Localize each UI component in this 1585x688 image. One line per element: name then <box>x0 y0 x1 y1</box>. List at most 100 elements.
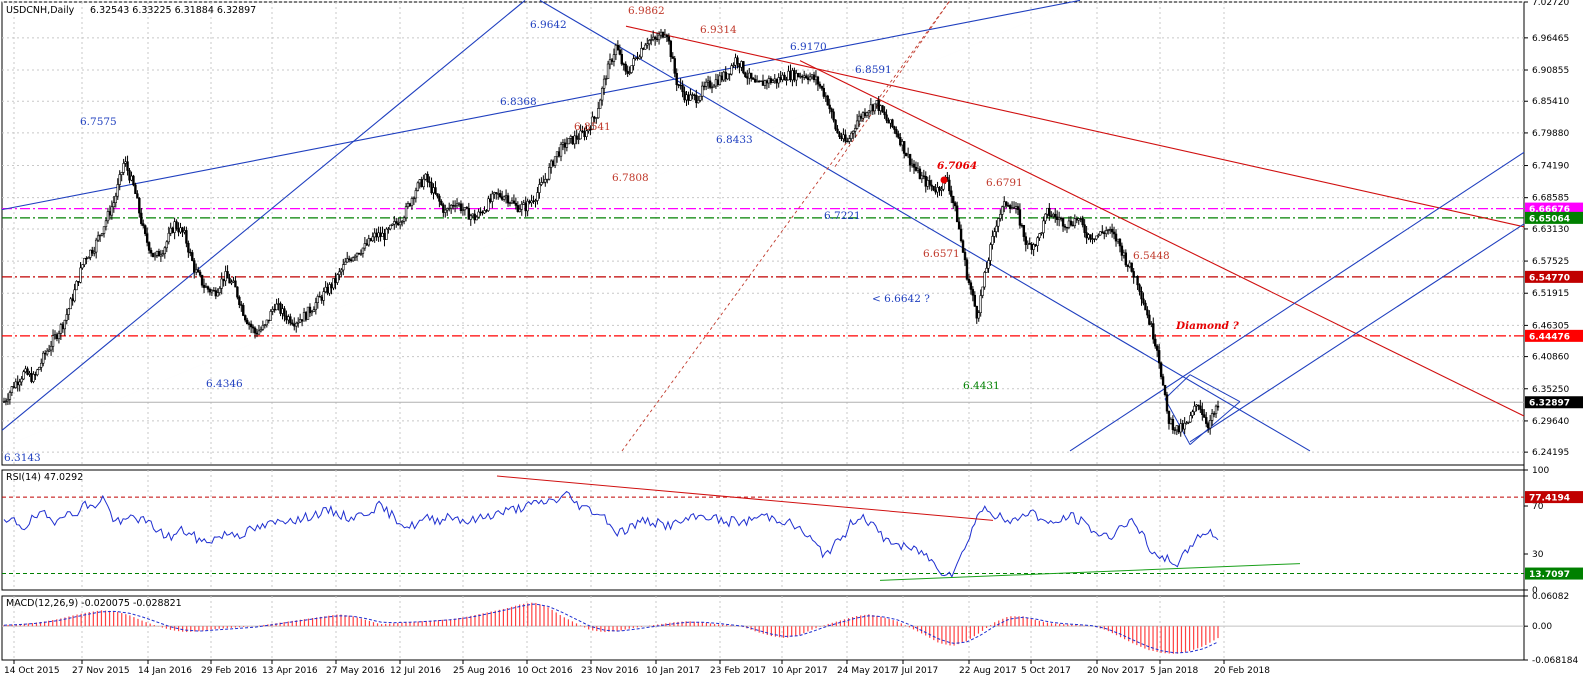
x-tick-label: 23 Nov 2016 <box>581 666 639 676</box>
candle-body <box>351 257 355 262</box>
candle-body <box>1146 309 1149 316</box>
candle-body <box>269 311 272 321</box>
candle-body <box>26 368 29 375</box>
candle-body <box>59 324 63 334</box>
candle-body <box>267 319 270 322</box>
candle-body <box>650 39 653 41</box>
candle-body <box>369 238 372 242</box>
candle-body <box>948 179 951 192</box>
candle-body <box>385 228 388 240</box>
candle-body <box>306 306 310 320</box>
candle-body <box>477 211 480 218</box>
candle-body <box>218 288 221 293</box>
candle-body <box>328 284 331 294</box>
candle-body <box>932 185 935 191</box>
candle-body <box>836 128 839 134</box>
candle-body <box>918 168 922 180</box>
candle-body <box>212 290 216 292</box>
x-tick-label: 12 Jul 2016 <box>390 666 441 676</box>
candle-body <box>14 381 17 388</box>
candle-body <box>326 286 329 294</box>
candle-body <box>430 182 433 194</box>
candle-body <box>444 209 447 213</box>
candle-body <box>140 212 143 224</box>
candle-body <box>73 289 76 302</box>
candle-body <box>655 38 659 41</box>
candle-body <box>530 200 533 204</box>
candle-body <box>885 114 888 121</box>
candle-body <box>695 95 698 104</box>
candle-body <box>402 217 406 222</box>
candle-body <box>865 112 869 116</box>
y-tick-label: 6.63130 <box>1532 225 1569 235</box>
candle-body <box>1148 314 1151 325</box>
candle-body <box>546 178 549 181</box>
candle-body <box>100 233 104 236</box>
candle-body <box>534 200 537 202</box>
candle-body <box>295 322 298 327</box>
candle-body <box>1046 207 1049 215</box>
candle-body <box>561 142 565 145</box>
candle-body <box>479 211 482 214</box>
candle-body <box>55 334 59 340</box>
candle-body <box>893 126 896 130</box>
candle-body <box>244 315 247 321</box>
candle-body <box>608 59 612 65</box>
candle-body <box>67 308 70 315</box>
candle-body <box>89 249 92 258</box>
candle-body <box>852 130 855 134</box>
x-tick-label: 7 Jul 2017 <box>893 666 938 676</box>
candle-body <box>1122 252 1126 256</box>
diamond-b <box>1189 374 1241 403</box>
candle-body <box>226 271 229 279</box>
candle-body <box>993 231 996 237</box>
candle-body <box>516 205 520 212</box>
candle-body <box>49 345 53 351</box>
candle-body <box>750 72 753 79</box>
candle-body <box>189 251 192 254</box>
candle-body <box>771 80 775 83</box>
candle-body <box>349 259 353 262</box>
candle-body <box>1075 218 1078 221</box>
candle-body <box>795 73 798 81</box>
candle-body <box>869 104 873 112</box>
price-series <box>2 28 1220 437</box>
candle-body <box>424 173 427 180</box>
candle-body <box>875 100 878 105</box>
candle-body <box>404 206 408 219</box>
y-tick-label: 6.96465 <box>1532 34 1569 44</box>
candle-body <box>812 74 816 81</box>
candle-body <box>887 119 890 124</box>
candle-body <box>61 324 65 330</box>
candle-body <box>636 57 639 59</box>
price-annotation: 6.5448 <box>1133 250 1170 262</box>
candle-body <box>1216 405 1220 408</box>
candle-body <box>359 253 363 255</box>
candle-body <box>767 78 771 84</box>
candle-body <box>467 208 471 220</box>
red-trend-lower <box>799 60 1525 417</box>
candle-body <box>757 80 761 83</box>
candle-body <box>597 108 600 119</box>
candle-body <box>287 316 290 321</box>
candle-body <box>661 31 665 38</box>
candle-body <box>665 34 669 38</box>
candle-body <box>296 321 300 324</box>
candle-body <box>449 204 453 209</box>
level-badge <box>1525 211 1583 224</box>
candle-body <box>324 286 327 292</box>
candle-body <box>298 319 302 323</box>
candle-body <box>436 193 439 197</box>
candle-body <box>916 168 920 171</box>
candle-body <box>1061 217 1065 227</box>
candle-body <box>606 63 610 79</box>
candle-body <box>997 218 1000 227</box>
candle-body <box>785 79 788 81</box>
candle-body <box>1079 218 1082 220</box>
candle-body <box>245 319 249 325</box>
candle-body <box>463 207 467 211</box>
candle-body <box>418 179 421 184</box>
price-annotation: 6.7221 <box>824 210 861 222</box>
macd-tick-label: 0.06082 <box>1532 592 1569 602</box>
